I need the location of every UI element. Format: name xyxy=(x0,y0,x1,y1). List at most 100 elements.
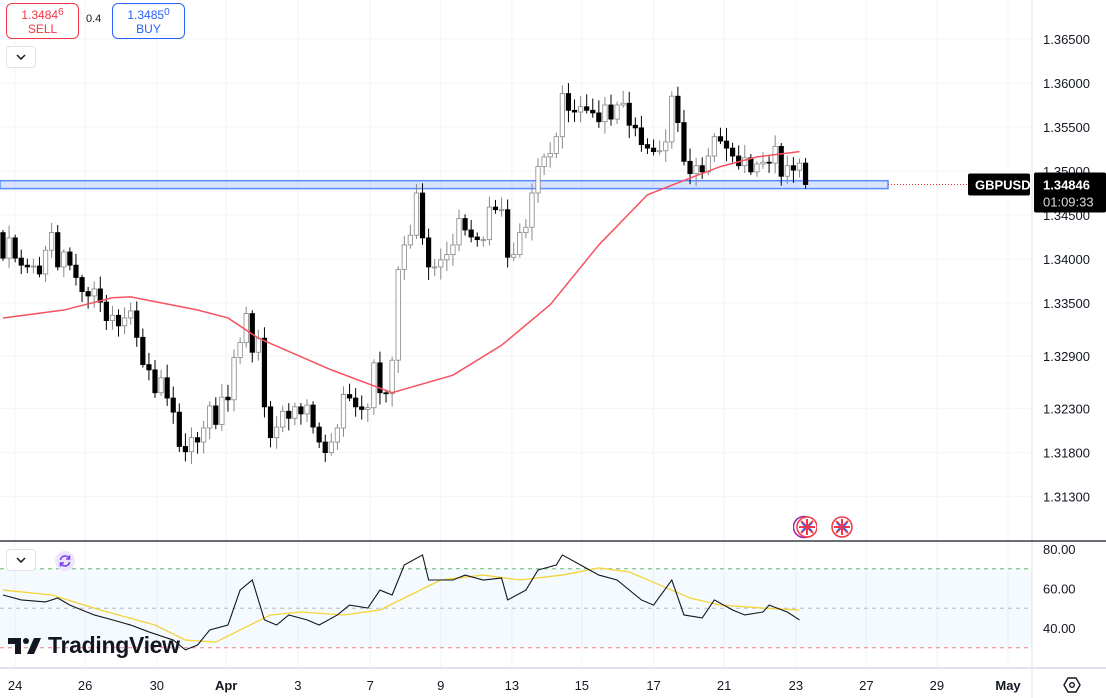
candle-up xyxy=(231,357,237,401)
candle-up xyxy=(705,155,711,173)
sell-price: 1.3484 xyxy=(21,8,59,22)
price-axis-label: 1.31300 xyxy=(1043,490,1090,505)
candle-up xyxy=(255,337,261,353)
uk-flag-icon[interactable] xyxy=(830,515,854,539)
symbol-label: GBPUSD xyxy=(975,178,1031,193)
settings-icon[interactable] xyxy=(1063,676,1081,694)
time-axis-label: 13 xyxy=(505,678,519,693)
time-axis-label: 17 xyxy=(646,678,660,693)
candle-down xyxy=(383,392,389,395)
candle-up xyxy=(541,156,547,167)
candle-down xyxy=(140,336,146,366)
candle-up xyxy=(669,95,675,143)
candle-down xyxy=(316,426,322,443)
candle-down xyxy=(492,206,499,211)
candle-down xyxy=(632,124,638,129)
candle-down xyxy=(170,397,176,413)
time-axis-label: 27 xyxy=(859,678,873,693)
time-axis-label: 21 xyxy=(717,678,731,693)
time-axis-label: 24 xyxy=(8,678,22,693)
tradingview-logo-icon xyxy=(8,637,41,654)
candle-up xyxy=(742,157,748,167)
refresh-icon xyxy=(59,555,71,567)
candle-up xyxy=(395,269,401,361)
candle-up xyxy=(389,359,395,395)
candle-down xyxy=(359,406,365,410)
candle-down xyxy=(12,237,18,259)
time-axis-label: 23 xyxy=(789,678,803,693)
candle-up xyxy=(444,254,450,261)
candle-up xyxy=(292,406,298,419)
time-axis-label: 26 xyxy=(78,678,92,693)
spread-value: 0.4 xyxy=(86,13,102,25)
candle-down xyxy=(97,288,103,303)
candle-down xyxy=(115,314,122,327)
candle-down xyxy=(699,165,705,173)
candle-up xyxy=(304,404,310,415)
price-axis-label: 1.36500 xyxy=(1043,32,1090,47)
candle-down xyxy=(505,209,511,258)
candle-up xyxy=(49,232,55,251)
candle-down xyxy=(468,229,474,238)
candle-down xyxy=(730,147,736,157)
collapse-rsi-pane-button[interactable] xyxy=(6,549,36,571)
candle-down xyxy=(425,237,432,268)
refresh-button[interactable] xyxy=(55,551,75,571)
candle-up xyxy=(407,234,413,246)
candle-up xyxy=(602,104,608,123)
time-axis-label: May xyxy=(995,678,1021,693)
buy-button[interactable]: 1.34850 BUY xyxy=(112,3,185,39)
price-axis-label: 1.31800 xyxy=(1043,446,1090,461)
sell-price-pip: 6 xyxy=(58,7,64,18)
candle-up xyxy=(620,102,626,106)
candle-up xyxy=(273,426,280,439)
rsi-axis-label: 80.00 xyxy=(1043,542,1076,557)
candle-down xyxy=(18,257,24,266)
candle-down xyxy=(474,236,480,241)
candle-down xyxy=(267,406,274,439)
time-axis-label: 9 xyxy=(437,678,444,693)
candle-up xyxy=(614,104,620,120)
candle-down xyxy=(644,144,651,149)
candle-up xyxy=(693,165,699,175)
sell-button[interactable]: 1.34846 SELL xyxy=(6,3,79,39)
candle-down xyxy=(790,165,797,171)
rsi-line xyxy=(2,554,800,651)
candle-up xyxy=(207,405,213,429)
candle-up xyxy=(480,239,486,242)
chevron-down-icon xyxy=(16,54,26,60)
candle-down xyxy=(55,232,61,268)
candle-up xyxy=(6,237,12,259)
candle-down xyxy=(225,396,231,401)
candle-up xyxy=(547,152,553,158)
candle-down xyxy=(146,364,152,371)
candle-down xyxy=(565,93,572,111)
candle-down xyxy=(310,404,316,428)
candle-up xyxy=(657,150,663,153)
candle-down xyxy=(802,162,809,185)
collapse-main-pane-button[interactable] xyxy=(6,46,36,68)
price-axis-label: 1.32300 xyxy=(1043,402,1090,417)
candle-up xyxy=(328,441,334,454)
price-axis-label: 1.36000 xyxy=(1043,76,1090,91)
candle-down xyxy=(766,161,772,164)
candle-up xyxy=(158,377,164,394)
candle-down xyxy=(182,446,188,453)
candle-down xyxy=(608,104,614,120)
buy-price-pip: 0 xyxy=(164,7,170,18)
candle-down xyxy=(176,411,182,447)
candle-down xyxy=(353,397,359,408)
candle-up xyxy=(553,136,559,154)
candle-up xyxy=(243,313,249,343)
rsi-axis-label: 60.00 xyxy=(1043,582,1076,597)
candle-up xyxy=(754,163,760,173)
candle-up xyxy=(365,407,371,410)
candle-up xyxy=(340,394,347,429)
candle-down xyxy=(778,145,784,177)
symbol-label-bg xyxy=(968,173,1030,196)
uk-flag-icon[interactable] xyxy=(793,515,817,539)
moving-average-line xyxy=(2,150,800,394)
candle-up xyxy=(30,265,37,268)
candle-up xyxy=(432,266,438,269)
